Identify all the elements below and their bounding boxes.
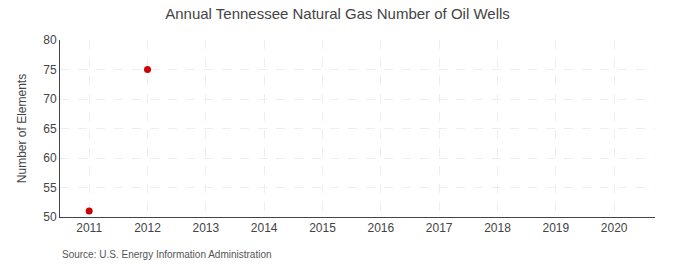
svg-text:60: 60: [43, 151, 57, 165]
svg-text:2011: 2011: [76, 221, 102, 235]
svg-text:2017: 2017: [426, 221, 453, 235]
svg-text:65: 65: [43, 122, 57, 136]
svg-text:2015: 2015: [309, 221, 336, 235]
svg-text:75: 75: [43, 63, 57, 77]
svg-text:2016: 2016: [367, 221, 394, 235]
svg-text:2014: 2014: [251, 221, 278, 235]
svg-text:55: 55: [43, 181, 57, 195]
svg-text:50: 50: [43, 210, 57, 224]
svg-text:2018: 2018: [484, 221, 511, 235]
svg-text:80: 80: [43, 33, 57, 47]
svg-text:2013: 2013: [192, 221, 219, 235]
svg-text:2019: 2019: [542, 221, 569, 235]
svg-text:2020: 2020: [601, 221, 628, 235]
svg-text:Number of Elements: Number of Elements: [15, 74, 29, 183]
svg-text:Annual Tennessee Natural Gas N: Annual Tennessee Natural Gas Number of O…: [165, 5, 510, 22]
svg-text:Source: U.S. Energy Informatio: Source: U.S. Energy Information Administ…: [62, 249, 272, 260]
svg-text:2012: 2012: [134, 221, 161, 235]
svg-text:70: 70: [43, 92, 57, 106]
